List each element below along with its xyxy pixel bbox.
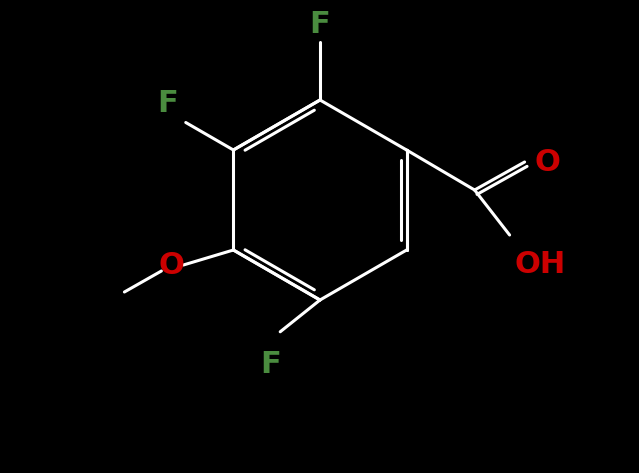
Text: F: F xyxy=(310,10,330,39)
Text: F: F xyxy=(260,350,281,379)
Text: F: F xyxy=(157,88,178,117)
Text: O: O xyxy=(535,148,560,176)
Text: OH: OH xyxy=(514,250,566,279)
Text: O: O xyxy=(158,251,184,280)
